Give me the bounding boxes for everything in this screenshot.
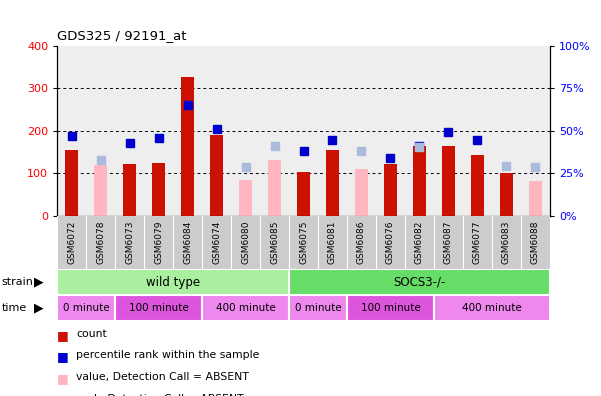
Bar	[500, 173, 513, 216]
Text: GSM6081: GSM6081	[328, 221, 337, 264]
Text: GSM6086: GSM6086	[357, 221, 366, 264]
Bar	[57, 269, 289, 295]
Text: 100 minute: 100 minute	[361, 303, 420, 313]
Bar	[347, 295, 434, 321]
Bar	[384, 164, 397, 216]
Text: strain: strain	[2, 277, 34, 287]
Text: rank, Detection Call = ABSENT: rank, Detection Call = ABSENT	[76, 394, 244, 396]
Bar	[152, 163, 165, 216]
Bar	[289, 269, 550, 295]
Text: 100 minute: 100 minute	[129, 303, 189, 313]
Text: ▶: ▶	[34, 301, 43, 314]
Bar	[239, 180, 252, 216]
Bar	[181, 78, 194, 216]
Text: GSM6075: GSM6075	[299, 221, 308, 264]
Text: GSM6082: GSM6082	[415, 221, 424, 264]
Text: time: time	[2, 303, 27, 313]
Text: GSM6085: GSM6085	[270, 221, 279, 264]
Text: ■: ■	[57, 350, 69, 364]
Text: ■: ■	[57, 394, 69, 396]
Bar	[57, 295, 115, 321]
Text: GSM6083: GSM6083	[502, 221, 511, 264]
Bar	[94, 165, 107, 216]
Bar	[413, 146, 426, 216]
Bar	[326, 150, 339, 216]
Text: ▶: ▶	[34, 276, 43, 289]
Bar	[297, 172, 310, 216]
Bar	[268, 160, 281, 216]
Bar	[289, 295, 347, 321]
Text: GSM6084: GSM6084	[183, 221, 192, 264]
Text: ■: ■	[57, 372, 69, 385]
Text: percentile rank within the sample: percentile rank within the sample	[76, 350, 260, 360]
Text: GSM6076: GSM6076	[386, 221, 395, 264]
Text: 400 minute: 400 minute	[462, 303, 522, 313]
Text: 0 minute: 0 minute	[63, 303, 109, 313]
Text: GSM6077: GSM6077	[473, 221, 482, 264]
Text: wild type: wild type	[146, 276, 200, 289]
Text: GSM6087: GSM6087	[444, 221, 453, 264]
Bar	[471, 155, 484, 216]
Text: GSM6088: GSM6088	[531, 221, 540, 264]
Text: 0 minute: 0 minute	[294, 303, 341, 313]
Bar	[202, 295, 289, 321]
Text: GSM6074: GSM6074	[212, 221, 221, 264]
Bar	[529, 181, 542, 216]
Text: SOCS3-/-: SOCS3-/-	[393, 276, 446, 289]
Text: GSM6079: GSM6079	[154, 221, 163, 264]
Text: GSM6078: GSM6078	[96, 221, 105, 264]
Bar	[434, 295, 550, 321]
Text: value, Detection Call = ABSENT: value, Detection Call = ABSENT	[76, 372, 249, 382]
Text: count: count	[76, 329, 107, 339]
Bar	[210, 135, 223, 216]
Text: GSM6073: GSM6073	[125, 221, 134, 264]
Text: ■: ■	[57, 329, 69, 342]
Bar	[115, 295, 202, 321]
Text: GSM6080: GSM6080	[241, 221, 250, 264]
Bar	[65, 150, 78, 216]
Bar	[355, 169, 368, 216]
Text: GSM6072: GSM6072	[67, 221, 76, 264]
Bar	[123, 164, 136, 216]
Bar	[442, 146, 455, 216]
Text: GDS325 / 92191_at: GDS325 / 92191_at	[57, 29, 186, 42]
Text: 400 minute: 400 minute	[216, 303, 275, 313]
